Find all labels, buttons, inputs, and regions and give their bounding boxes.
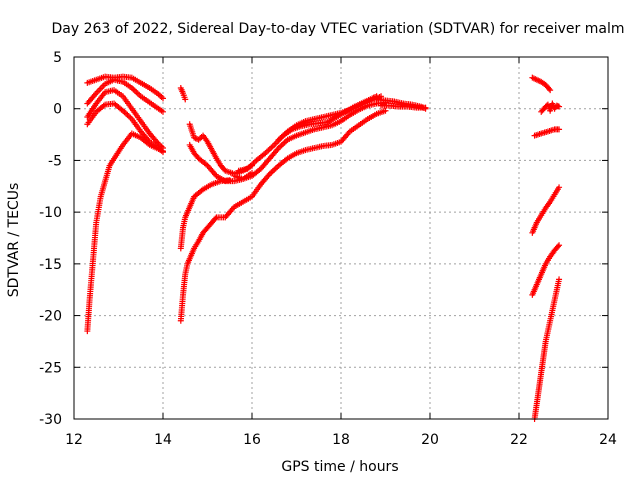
series-arc-6 (177, 85, 189, 103)
x-tick-label: 14 (154, 432, 172, 448)
x-tick-label: 24 (599, 432, 617, 448)
data-point (269, 168, 276, 175)
series-arc-21 (531, 276, 563, 422)
data-point (556, 184, 563, 191)
data-point (278, 142, 285, 149)
data-point (556, 126, 563, 133)
data-point (160, 148, 166, 155)
data-point (556, 242, 563, 249)
data-point (125, 113, 132, 120)
data-point (131, 87, 138, 94)
series-arc-9 (177, 177, 233, 252)
x-tick-label: 20 (421, 432, 439, 448)
x-tick-label: 16 (243, 432, 261, 448)
data-point (272, 165, 279, 172)
data-point (160, 108, 166, 115)
data-point (556, 103, 563, 110)
y-tick-label: -5 (48, 153, 62, 169)
y-axis-label: SDTVAR / TECUs (6, 183, 22, 298)
plot-frame (73, 56, 609, 420)
x-tick-label: 12 (65, 432, 83, 448)
data-point (268, 144, 275, 151)
y-tick-label: -20 (39, 309, 62, 325)
x-axis-label: GPS time / hours (281, 459, 398, 475)
series-arc-17 (538, 100, 563, 115)
data-point (422, 104, 429, 111)
x-tick-label: 22 (510, 432, 528, 448)
data-point (556, 276, 563, 283)
y-tick-label: 0 (53, 102, 62, 118)
data-point (382, 107, 389, 114)
data-point (268, 169, 275, 176)
series-arc-5 (84, 130, 166, 335)
series-arc-20 (529, 242, 563, 298)
data-point (277, 143, 284, 150)
data-point (378, 93, 385, 100)
grid-lines (74, 57, 608, 419)
y-tick-label: -30 (39, 412, 62, 428)
data-point (271, 166, 278, 173)
series-arc-10 (177, 107, 389, 324)
chart-title: Day 263 of 2022, Sidereal Day-to-day VTE… (52, 21, 625, 37)
series-arc-16 (529, 74, 554, 94)
data-point (127, 114, 134, 121)
data-point (280, 140, 287, 147)
data-point (182, 96, 189, 103)
data-point (547, 87, 554, 94)
series-arc-7 (186, 121, 255, 177)
series-arc-2 (84, 76, 166, 115)
data-point (158, 93, 165, 100)
y-tick-label: -10 (39, 205, 62, 221)
data-point (124, 111, 131, 118)
data-points (84, 73, 563, 422)
y-tick-label: 5 (53, 50, 62, 66)
data-point (266, 146, 273, 153)
axis-ticks: 12 14 16 18 20 22 24 5 0 -5 -10 -15 -20 -25 -30 (39, 50, 617, 448)
data-point (265, 147, 272, 154)
data-point (134, 90, 141, 97)
y-tick-label: -25 (39, 360, 62, 376)
data-point (197, 135, 204, 142)
data-point (554, 243, 561, 250)
data-point (160, 95, 166, 102)
series-arc-11 (231, 99, 389, 183)
series-arc-18 (531, 126, 563, 139)
data-point (122, 110, 129, 117)
data-point (133, 89, 140, 96)
series-arc-19 (529, 184, 563, 236)
data-point (212, 215, 219, 222)
x-tick-label: 18 (332, 432, 350, 448)
data-point (281, 139, 288, 146)
series-arc-3 (84, 87, 166, 152)
series-arc-15 (378, 102, 429, 111)
data-point (226, 177, 233, 184)
y-tick-label: -15 (39, 257, 62, 273)
series-arc-1 (84, 73, 166, 102)
data-point (269, 143, 276, 150)
data-point (546, 85, 553, 92)
